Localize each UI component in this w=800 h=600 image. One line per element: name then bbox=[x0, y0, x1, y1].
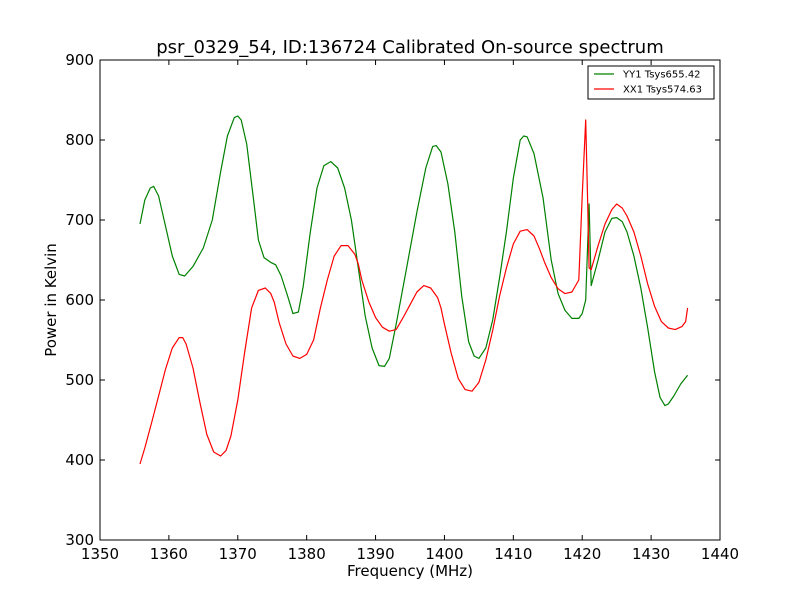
x-axis: 1350 1360 1370 1380 1390 1400 1410 1420 1430 1440 bbox=[81, 60, 739, 563]
y-tick-label: 500 bbox=[65, 371, 94, 389]
y-axis: 300 400 500 600 700 800 900 bbox=[65, 51, 720, 549]
x-tick-label: 1430 bbox=[632, 545, 670, 563]
legend-box bbox=[587, 65, 715, 100]
legend-label-xx1: XX1 Tsys574.63 bbox=[623, 85, 702, 96]
x-tick-label: 1440 bbox=[701, 545, 739, 563]
y-tick-label: 600 bbox=[65, 291, 94, 309]
y-axis-label: Power in Kelvin bbox=[42, 243, 60, 357]
x-tick-label: 1360 bbox=[150, 545, 188, 563]
y-tick-label: 900 bbox=[65, 51, 94, 69]
y-tick-label: 300 bbox=[65, 531, 94, 549]
y-tick-label: 400 bbox=[65, 451, 94, 469]
legend: YY1 Tsys655.42 XX1 Tsys574.63 bbox=[587, 65, 715, 100]
x-tick-label: 1350 bbox=[81, 545, 119, 563]
legend-label-yy1: YY1 Tsys655.42 bbox=[622, 70, 701, 81]
x-axis-label: Frequency (MHz) bbox=[347, 562, 473, 580]
plot-lines bbox=[139, 115, 689, 465]
plot-frame bbox=[99, 59, 721, 541]
x-tick-label: 1410 bbox=[494, 545, 532, 563]
x-tick-label: 1400 bbox=[425, 545, 463, 563]
y-tick-label: 700 bbox=[65, 211, 94, 229]
series-line-xx1 bbox=[139, 119, 689, 465]
x-tick-label: 1390 bbox=[356, 545, 394, 563]
x-tick-label: 1370 bbox=[219, 545, 257, 563]
y-tick-label: 800 bbox=[65, 131, 94, 149]
x-tick-label: 1420 bbox=[563, 545, 601, 563]
series-line-yy1 bbox=[139, 115, 689, 407]
chart-title: psr_0329_54, ID:136724 Calibrated On-sou… bbox=[156, 37, 664, 58]
x-tick-label: 1380 bbox=[288, 545, 326, 563]
